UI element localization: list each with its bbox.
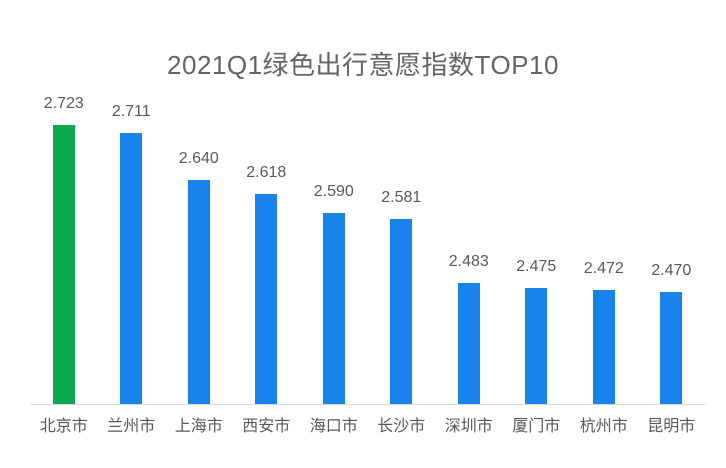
bar-column: 2.472 xyxy=(570,90,638,404)
x-axis-category-label: 厦门市 xyxy=(512,418,561,435)
bar-value-label: 2.723 xyxy=(43,95,84,112)
bar xyxy=(525,288,548,404)
bar-column: 2.470 xyxy=(638,90,706,404)
x-axis-category-label: 杭州市 xyxy=(579,418,628,435)
bar-value-label: 2.470 xyxy=(651,262,692,279)
bar-column: 2.723 xyxy=(30,90,98,404)
bar xyxy=(457,283,480,404)
bar-column: 2.475 xyxy=(503,90,571,404)
bar-value-label: 2.475 xyxy=(516,258,557,275)
bar xyxy=(187,180,210,404)
x-axis-line xyxy=(30,404,705,405)
bar xyxy=(592,290,615,404)
x-axis-category-label: 昆明市 xyxy=(647,418,696,435)
plot-area: 2.723 2.711 2.640 2.618 2.590 2.581 2.48… xyxy=(30,90,705,404)
bar-column: 2.483 xyxy=(435,90,503,404)
bar xyxy=(660,292,683,404)
bar-column: 2.640 xyxy=(165,90,233,404)
chart-title: 2021Q1绿色出行意愿指数TOP10 xyxy=(167,50,559,80)
x-axis-category-label: 兰州市 xyxy=(107,418,156,435)
bar xyxy=(120,133,143,404)
bar-value-label: 2.483 xyxy=(448,253,489,270)
bar-column: 2.581 xyxy=(368,90,436,404)
bar-value-label: 2.590 xyxy=(313,183,354,200)
x-axis-category-label: 长沙市 xyxy=(377,418,426,435)
x-axis-labels: 北京市 兰州市 上海市 西安市 海口市 长沙市 深圳市 厦门市 杭州市 昆明市 xyxy=(30,417,705,437)
bar-column: 2.590 xyxy=(300,90,368,404)
x-axis-category-label: 上海市 xyxy=(174,418,223,435)
bar-value-label: 2.640 xyxy=(178,150,219,167)
x-axis-category-label: 海口市 xyxy=(309,418,358,435)
x-axis-category-label: 北京市 xyxy=(39,418,88,435)
bar xyxy=(52,125,75,404)
bar xyxy=(322,213,345,404)
x-axis-category-label: 深圳市 xyxy=(444,418,493,435)
bar xyxy=(255,194,278,404)
bar-column: 2.711 xyxy=(98,90,166,404)
bar xyxy=(390,219,413,404)
bar-value-label: 2.581 xyxy=(381,189,422,206)
bar-value-label: 2.472 xyxy=(583,260,624,277)
bar-value-label: 2.618 xyxy=(246,164,287,181)
bar-value-label: 2.711 xyxy=(111,103,151,120)
bar-column: 2.618 xyxy=(233,90,301,404)
x-axis-category-label: 西安市 xyxy=(242,418,291,435)
